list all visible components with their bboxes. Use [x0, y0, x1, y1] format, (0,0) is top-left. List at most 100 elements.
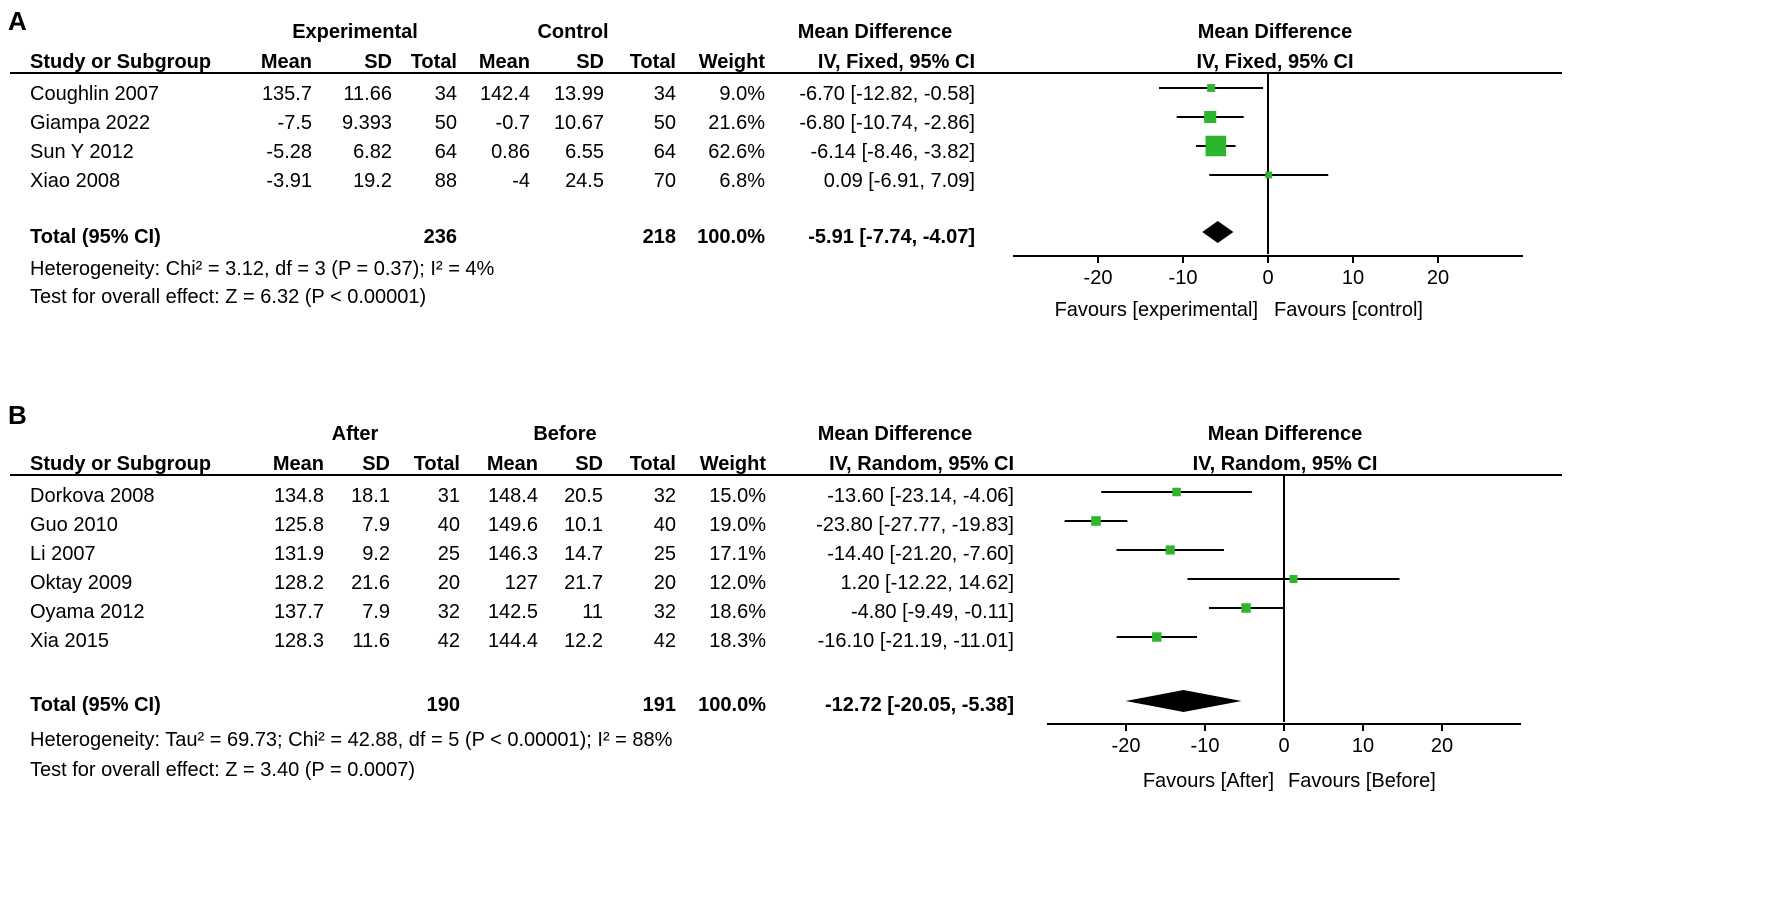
- mean1: 135.7: [261, 83, 312, 105]
- sd2: 6.55: [565, 141, 604, 163]
- total1: 190: [426, 694, 460, 716]
- weight: 15.0%: [709, 485, 766, 507]
- weight: 100.0%: [698, 694, 766, 716]
- ci-text: -4.80 [-9.49, -0.11]: [850, 601, 1014, 623]
- study-name: Oktay 2009: [30, 572, 133, 594]
- favours-left: Favours [experimental]: [1054, 299, 1258, 321]
- weight: 18.3%: [709, 630, 766, 652]
- plot-header: Mean Difference: [1207, 423, 1363, 445]
- study-marker: [1207, 84, 1215, 92]
- mean1: 131.9: [273, 543, 324, 565]
- col-header-study: Study or Subgroup: [30, 453, 212, 475]
- x-tick-label: 0: [1262, 267, 1273, 289]
- sd1: 7.9: [362, 601, 390, 623]
- ci-text: -6.14 [-8.46, -3.82]: [810, 141, 975, 163]
- total1: 40: [437, 514, 460, 536]
- col-header-total2: Total: [629, 51, 676, 73]
- study-marker: [1241, 603, 1251, 613]
- mean2: -0.7: [495, 112, 530, 134]
- ci-text: -12.72 [-20.05, -5.38]: [825, 694, 1014, 716]
- sd1: 11.6: [352, 630, 390, 652]
- ci-text: 1.20 [-12.22, 14.62]: [840, 572, 1014, 594]
- mean2: 0.86: [491, 141, 530, 163]
- col-header-sd2: SD: [576, 51, 604, 73]
- forest-plot-a: [1159, 74, 1329, 254]
- col-header-mean1: Mean: [260, 51, 312, 73]
- weight: 100.0%: [697, 226, 765, 248]
- group2-header: Control: [537, 21, 609, 43]
- sd1: 21.6: [351, 572, 390, 594]
- total-label: Total (95% CI): [30, 694, 161, 716]
- x-tick-label: -20: [1084, 267, 1113, 289]
- col-header-weight: Weight: [699, 453, 766, 475]
- col-header-sd1: SD: [362, 453, 390, 475]
- study-name: Guo 2010: [30, 514, 118, 536]
- study-name: Xiao 2008: [30, 170, 121, 192]
- study-marker: [1204, 110, 1217, 124]
- heterogeneity-text: Heterogeneity: Chi² = 3.12, df = 3 (P = …: [30, 258, 495, 280]
- group2-header: Before: [533, 423, 597, 445]
- total1: 88: [434, 170, 457, 192]
- total2: 40: [653, 514, 676, 536]
- ci-text: -14.40 [-21.20, -7.60]: [827, 543, 1014, 565]
- overall-effect-text: Test for overall effect: Z = 3.40 (P = 0…: [30, 759, 416, 781]
- sd1: 9.2: [362, 543, 390, 565]
- sd2: 10.67: [553, 112, 604, 134]
- total1: 236: [423, 226, 457, 248]
- total2: 191: [642, 694, 676, 716]
- weight: 6.8%: [719, 170, 765, 192]
- x-tick-label: 10: [1352, 735, 1374, 757]
- col-header-study: Study or Subgroup: [30, 51, 212, 73]
- sd1: 6.82: [353, 141, 392, 163]
- total1: 50: [434, 112, 457, 134]
- total1: 25: [437, 543, 460, 565]
- group1-header: Experimental: [292, 21, 418, 43]
- study-marker: [1152, 632, 1162, 642]
- mean2: 146.3: [487, 543, 538, 565]
- summary-diamond: [1125, 690, 1242, 712]
- mean1: 128.2: [273, 572, 324, 594]
- weight: 19.0%: [709, 514, 766, 536]
- total2: 218: [642, 226, 676, 248]
- x-tick-label: 20: [1427, 267, 1449, 289]
- total1: 34: [434, 83, 457, 105]
- study-name: Li 2007: [30, 543, 96, 565]
- plot-subheader: IV, Random, 95% CI: [1192, 453, 1378, 475]
- forest-axis-a: -20 -10 0 10 20: [1013, 255, 1523, 289]
- sd2: 21.7: [564, 572, 603, 594]
- mean2: 144.4: [487, 630, 538, 652]
- total2: 20: [653, 572, 676, 594]
- ci-text: -23.80 [-27.77, -19.83]: [816, 514, 1014, 536]
- total2: 50: [653, 112, 676, 134]
- header-rule: [10, 474, 1562, 476]
- mean2: 142.4: [479, 83, 530, 105]
- col-header-sd1: SD: [364, 51, 392, 73]
- sd1: 7.9: [362, 514, 390, 536]
- favours-left: Favours [After]: [1142, 770, 1274, 792]
- plot-header: Mean Difference: [1197, 21, 1353, 43]
- sd2: 24.5: [565, 170, 604, 192]
- ci-text: -13.60 [-23.14, -4.06]: [827, 485, 1014, 507]
- study-marker: [1165, 545, 1175, 555]
- total1: 42: [437, 630, 460, 652]
- heterogeneity-text: Heterogeneity: Tau² = 69.73; Chi² = 42.8…: [30, 729, 673, 751]
- effect-header: Mean Difference: [817, 423, 973, 445]
- favours-right: Favours [Before]: [1288, 770, 1436, 792]
- sd1: 19.2: [353, 170, 392, 192]
- total1: 20: [437, 572, 460, 594]
- x-tick-label: 0: [1278, 735, 1289, 757]
- ci-text: -16.10 [-21.19, -11.01]: [817, 630, 1014, 652]
- sd2: 10.1: [564, 514, 603, 536]
- total2: 64: [653, 141, 676, 163]
- mean1: 125.8: [273, 514, 324, 536]
- sd2: 11: [582, 601, 603, 623]
- mean1: -3.91: [266, 170, 312, 192]
- weight: 18.6%: [709, 601, 766, 623]
- total1: 64: [434, 141, 457, 163]
- mean1: 128.3: [273, 630, 324, 652]
- x-tick-label: 20: [1431, 735, 1453, 757]
- weight: 12.0%: [709, 572, 766, 594]
- sd2: 13.99: [553, 83, 604, 105]
- header-rule: [10, 72, 1562, 74]
- total2: 70: [653, 170, 676, 192]
